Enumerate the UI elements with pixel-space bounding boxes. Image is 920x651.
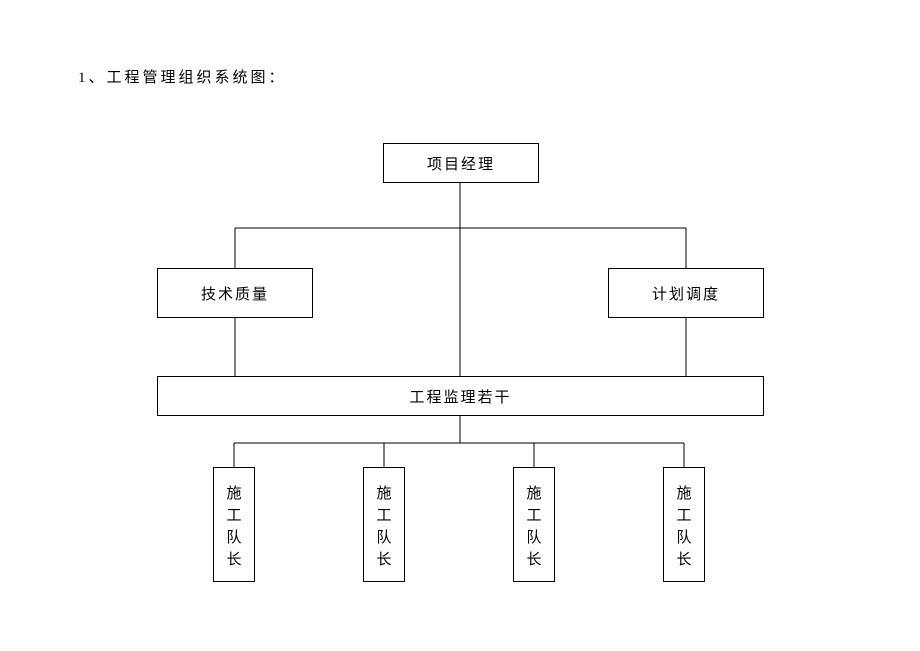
node-team3: 施 工 队 长 [513,467,555,582]
connector-lines [0,0,920,651]
node-team1: 施 工 队 长 [213,467,255,582]
node-tech: 技术质量 [157,268,313,318]
node-supervise: 工程监理若干 [157,376,764,416]
node-tech-label: 技术质量 [201,283,269,304]
node-plan: 计划调度 [608,268,764,318]
node-team4: 施 工 队 长 [663,467,705,582]
node-root: 项目经理 [383,143,539,183]
node-supervise-label: 工程监理若干 [409,386,511,407]
node-root-label: 项目经理 [427,153,495,174]
node-plan-label: 计划调度 [652,283,720,304]
diagram-page: 1、工程管理组织系统图： 项目经理 技术质量 计划调度 工程监理若干 [0,0,920,651]
node-team2: 施 工 队 长 [363,467,405,582]
